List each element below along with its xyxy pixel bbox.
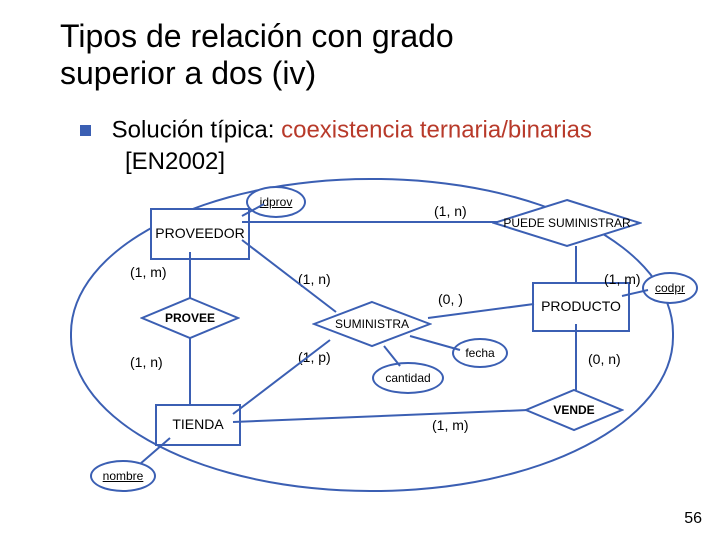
- card-0: (0, ): [438, 292, 463, 306]
- attr-fecha: fecha: [452, 338, 508, 368]
- rel-suministra: SUMINISTRA: [312, 300, 432, 348]
- attr-idprov: idprov: [246, 186, 306, 218]
- slide-title: Tipos de relación con grado superior a d…: [60, 18, 454, 92]
- card-1m-prod: (1, m): [604, 272, 641, 286]
- attr-nombre: nombre: [90, 460, 156, 492]
- rel-vende-label: VENDE: [553, 404, 594, 417]
- entity-producto: PRODUCTO: [532, 282, 630, 332]
- rel-provee: PROVEE: [140, 296, 240, 340]
- card-1m-bottom: (1, m): [432, 418, 469, 432]
- card-1m-top: (1, m): [130, 265, 167, 279]
- attr-idprov-label: idprov: [260, 196, 293, 209]
- bullet-sub: [EN2002]: [125, 148, 225, 176]
- entity-proveedor-label: PROVEEDOR: [155, 226, 244, 241]
- attr-cantidad: cantidad: [372, 362, 444, 394]
- entity-tienda: TIENDA: [155, 404, 241, 446]
- attr-nombre-label: nombre: [103, 470, 144, 483]
- entity-proveedor: PROVEEDOR: [150, 208, 250, 260]
- card-1n-left: (1, n): [130, 355, 163, 369]
- page-number: 56: [684, 510, 702, 528]
- card-0n: (0, n): [588, 352, 621, 366]
- bullet-emph: coexistencia ternaria/binarias: [281, 117, 592, 144]
- rel-puede-suministrar: PUEDE SUMINISTRAR: [492, 198, 642, 248]
- bullet-square-icon: [80, 125, 91, 136]
- rel-suministra-label: SUMINISTRA: [335, 318, 409, 331]
- rel-puede-suministrar-label: PUEDE SUMINISTRAR: [503, 217, 630, 230]
- entity-producto-label: PRODUCTO: [541, 299, 621, 314]
- attr-cantidad-label: cantidad: [385, 372, 430, 385]
- bullet: Solución típica: coexistencia ternaria/b…: [80, 116, 592, 145]
- attr-codpr-label: codpr: [655, 282, 685, 295]
- rel-provee-label: PROVEE: [165, 312, 215, 325]
- entity-tienda-label: TIENDA: [172, 417, 223, 432]
- bullet-prefix: Solución típica:: [112, 117, 281, 144]
- card-1n-upper: (1, n): [298, 272, 331, 286]
- attr-codpr: codpr: [642, 272, 698, 304]
- attr-fecha-label: fecha: [465, 347, 494, 360]
- title-line-1: Tipos de relación con grado: [60, 18, 454, 54]
- rel-vende: VENDE: [524, 388, 624, 432]
- card-1p: (1, p): [298, 350, 331, 364]
- title-line-2: superior a dos (iv): [60, 55, 316, 91]
- bullet-text: Solución típica: coexistencia ternaria/b…: [112, 117, 592, 144]
- card-1n-puede: (1, n): [434, 204, 467, 218]
